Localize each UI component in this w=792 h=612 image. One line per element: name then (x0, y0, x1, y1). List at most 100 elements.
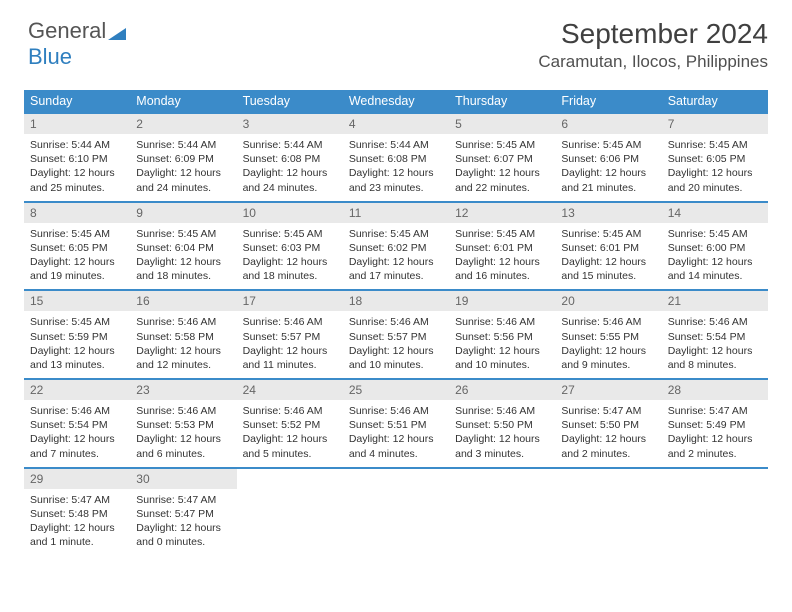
day-number: 7 (662, 114, 768, 134)
calendar-cell: 27Sunrise: 5:47 AMSunset: 5:50 PMDayligh… (555, 379, 661, 468)
calendar-cell: 12Sunrise: 5:45 AMSunset: 6:01 PMDayligh… (449, 202, 555, 291)
day-number: 15 (24, 291, 130, 311)
logo-triangle-icon (108, 26, 126, 40)
day-content: Sunrise: 5:45 AMSunset: 6:00 PMDaylight:… (662, 223, 768, 290)
day-number: 13 (555, 203, 661, 223)
calendar-cell: 6Sunrise: 5:45 AMSunset: 6:06 PMDaylight… (555, 113, 661, 202)
calendar-row: 8Sunrise: 5:45 AMSunset: 6:05 PMDaylight… (24, 202, 768, 291)
calendar-cell: 3Sunrise: 5:44 AMSunset: 6:08 PMDaylight… (237, 113, 343, 202)
calendar-cell: 4Sunrise: 5:44 AMSunset: 6:08 PMDaylight… (343, 113, 449, 202)
day-content: Sunrise: 5:46 AMSunset: 5:51 PMDaylight:… (343, 400, 449, 467)
logo: General Blue (28, 18, 126, 70)
day-number: 6 (555, 114, 661, 134)
day-number: 3 (237, 114, 343, 134)
day-number: 14 (662, 203, 768, 223)
calendar-cell: 8Sunrise: 5:45 AMSunset: 6:05 PMDaylight… (24, 202, 130, 291)
calendar-cell-empty (449, 468, 555, 556)
calendar-cell: 11Sunrise: 5:45 AMSunset: 6:02 PMDayligh… (343, 202, 449, 291)
day-header: Saturday (662, 90, 768, 113)
day-number: 2 (130, 114, 236, 134)
calendar-cell: 25Sunrise: 5:46 AMSunset: 5:51 PMDayligh… (343, 379, 449, 468)
calendar-cell: 30Sunrise: 5:47 AMSunset: 5:47 PMDayligh… (130, 468, 236, 556)
day-content: Sunrise: 5:46 AMSunset: 5:55 PMDaylight:… (555, 311, 661, 378)
day-number: 16 (130, 291, 236, 311)
day-header: Monday (130, 90, 236, 113)
calendar-cell-empty (662, 468, 768, 556)
day-header: Thursday (449, 90, 555, 113)
day-number: 4 (343, 114, 449, 134)
day-content: Sunrise: 5:47 AMSunset: 5:47 PMDaylight:… (130, 489, 236, 556)
day-content: Sunrise: 5:46 AMSunset: 5:56 PMDaylight:… (449, 311, 555, 378)
calendar-cell: 18Sunrise: 5:46 AMSunset: 5:57 PMDayligh… (343, 290, 449, 379)
calendar-cell: 24Sunrise: 5:46 AMSunset: 5:52 PMDayligh… (237, 379, 343, 468)
day-content: Sunrise: 5:47 AMSunset: 5:48 PMDaylight:… (24, 489, 130, 556)
day-number: 18 (343, 291, 449, 311)
calendar-row: 22Sunrise: 5:46 AMSunset: 5:54 PMDayligh… (24, 379, 768, 468)
day-number: 29 (24, 469, 130, 489)
day-content: Sunrise: 5:47 AMSunset: 5:50 PMDaylight:… (555, 400, 661, 467)
calendar-row: 29Sunrise: 5:47 AMSunset: 5:48 PMDayligh… (24, 468, 768, 556)
logo-word1: General (28, 18, 106, 43)
day-content: Sunrise: 5:45 AMSunset: 6:05 PMDaylight:… (662, 134, 768, 201)
day-content: Sunrise: 5:44 AMSunset: 6:08 PMDaylight:… (237, 134, 343, 201)
day-number: 9 (130, 203, 236, 223)
day-header-row: SundayMondayTuesdayWednesdayThursdayFrid… (24, 90, 768, 113)
calendar-cell: 2Sunrise: 5:44 AMSunset: 6:09 PMDaylight… (130, 113, 236, 202)
day-content: Sunrise: 5:47 AMSunset: 5:49 PMDaylight:… (662, 400, 768, 467)
day-number: 21 (662, 291, 768, 311)
calendar-cell-empty (343, 468, 449, 556)
day-content: Sunrise: 5:44 AMSunset: 6:08 PMDaylight:… (343, 134, 449, 201)
calendar-cell: 14Sunrise: 5:45 AMSunset: 6:00 PMDayligh… (662, 202, 768, 291)
day-header: Wednesday (343, 90, 449, 113)
calendar-cell: 15Sunrise: 5:45 AMSunset: 5:59 PMDayligh… (24, 290, 130, 379)
day-number: 25 (343, 380, 449, 400)
day-number: 24 (237, 380, 343, 400)
day-number: 23 (130, 380, 236, 400)
calendar-cell: 19Sunrise: 5:46 AMSunset: 5:56 PMDayligh… (449, 290, 555, 379)
calendar-cell: 23Sunrise: 5:46 AMSunset: 5:53 PMDayligh… (130, 379, 236, 468)
calendar-cell: 7Sunrise: 5:45 AMSunset: 6:05 PMDaylight… (662, 113, 768, 202)
day-content: Sunrise: 5:45 AMSunset: 6:05 PMDaylight:… (24, 223, 130, 290)
logo-word2: Blue (28, 44, 72, 69)
day-content: Sunrise: 5:46 AMSunset: 5:58 PMDaylight:… (130, 311, 236, 378)
day-number: 8 (24, 203, 130, 223)
day-content: Sunrise: 5:45 AMSunset: 6:06 PMDaylight:… (555, 134, 661, 201)
day-content: Sunrise: 5:46 AMSunset: 5:52 PMDaylight:… (237, 400, 343, 467)
calendar-row: 15Sunrise: 5:45 AMSunset: 5:59 PMDayligh… (24, 290, 768, 379)
month-title: September 2024 (24, 18, 768, 50)
calendar-cell: 17Sunrise: 5:46 AMSunset: 5:57 PMDayligh… (237, 290, 343, 379)
day-content: Sunrise: 5:45 AMSunset: 6:03 PMDaylight:… (237, 223, 343, 290)
calendar-cell-empty (555, 468, 661, 556)
day-header: Sunday (24, 90, 130, 113)
day-content: Sunrise: 5:45 AMSunset: 6:04 PMDaylight:… (130, 223, 236, 290)
day-number: 20 (555, 291, 661, 311)
calendar-row: 1Sunrise: 5:44 AMSunset: 6:10 PMDaylight… (24, 113, 768, 202)
location: Caramutan, Ilocos, Philippines (24, 52, 768, 72)
day-number: 12 (449, 203, 555, 223)
calendar-cell: 29Sunrise: 5:47 AMSunset: 5:48 PMDayligh… (24, 468, 130, 556)
day-number: 19 (449, 291, 555, 311)
day-content: Sunrise: 5:46 AMSunset: 5:53 PMDaylight:… (130, 400, 236, 467)
day-number: 22 (24, 380, 130, 400)
day-content: Sunrise: 5:44 AMSunset: 6:09 PMDaylight:… (130, 134, 236, 201)
calendar-cell: 28Sunrise: 5:47 AMSunset: 5:49 PMDayligh… (662, 379, 768, 468)
day-number: 30 (130, 469, 236, 489)
day-number: 17 (237, 291, 343, 311)
day-content: Sunrise: 5:46 AMSunset: 5:57 PMDaylight:… (343, 311, 449, 378)
calendar-body: 1Sunrise: 5:44 AMSunset: 6:10 PMDaylight… (24, 113, 768, 555)
header: September 2024 Caramutan, Ilocos, Philip… (24, 18, 768, 72)
day-number: 11 (343, 203, 449, 223)
day-number: 27 (555, 380, 661, 400)
calendar-cell-empty (237, 468, 343, 556)
calendar-table: SundayMondayTuesdayWednesdayThursdayFrid… (24, 90, 768, 555)
day-header: Friday (555, 90, 661, 113)
calendar-cell: 16Sunrise: 5:46 AMSunset: 5:58 PMDayligh… (130, 290, 236, 379)
calendar-cell: 5Sunrise: 5:45 AMSunset: 6:07 PMDaylight… (449, 113, 555, 202)
day-number: 10 (237, 203, 343, 223)
day-content: Sunrise: 5:46 AMSunset: 5:54 PMDaylight:… (24, 400, 130, 467)
calendar-cell: 21Sunrise: 5:46 AMSunset: 5:54 PMDayligh… (662, 290, 768, 379)
day-content: Sunrise: 5:45 AMSunset: 6:02 PMDaylight:… (343, 223, 449, 290)
day-number: 28 (662, 380, 768, 400)
day-header: Tuesday (237, 90, 343, 113)
calendar-cell: 22Sunrise: 5:46 AMSunset: 5:54 PMDayligh… (24, 379, 130, 468)
